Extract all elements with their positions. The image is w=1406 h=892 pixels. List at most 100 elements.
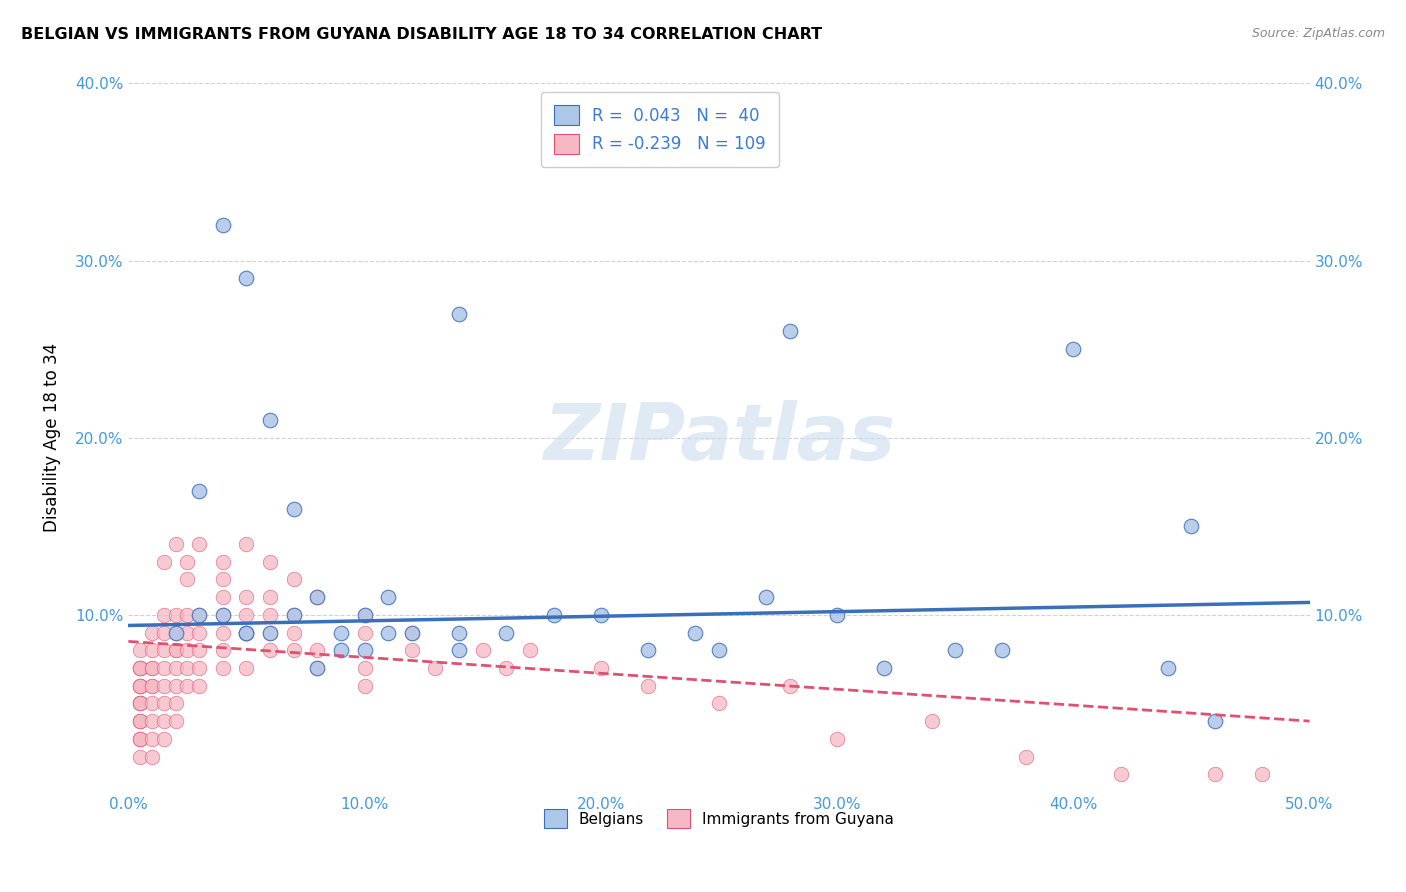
Point xyxy=(353,625,375,640)
Text: BELGIAN VS IMMIGRANTS FROM GUYANA DISABILITY AGE 18 TO 34 CORRELATION CHART: BELGIAN VS IMMIGRANTS FROM GUYANA DISABI… xyxy=(21,27,823,42)
Point xyxy=(141,731,163,746)
Point xyxy=(495,625,517,640)
Point xyxy=(176,625,198,640)
Point xyxy=(141,625,163,640)
Point xyxy=(188,643,211,657)
Point xyxy=(165,643,187,657)
Point xyxy=(141,661,163,675)
Point xyxy=(141,714,163,728)
Point xyxy=(307,661,329,675)
Point xyxy=(259,625,281,640)
Point xyxy=(779,679,801,693)
Point xyxy=(449,307,471,321)
Point xyxy=(921,714,943,728)
Point xyxy=(353,607,375,622)
Point xyxy=(129,697,152,711)
Point xyxy=(129,661,152,675)
Point xyxy=(353,643,375,657)
Point xyxy=(129,714,152,728)
Point xyxy=(129,643,152,657)
Point xyxy=(1109,767,1132,781)
Point xyxy=(235,271,257,285)
Point xyxy=(176,555,198,569)
Point xyxy=(235,625,257,640)
Point xyxy=(188,625,211,640)
Point xyxy=(1180,519,1202,533)
Point xyxy=(283,625,305,640)
Point xyxy=(129,661,152,675)
Point xyxy=(235,661,257,675)
Point xyxy=(235,537,257,551)
Point xyxy=(235,590,257,604)
Point xyxy=(283,607,305,622)
Point xyxy=(153,661,176,675)
Point xyxy=(543,607,565,622)
Point xyxy=(685,625,707,640)
Point xyxy=(165,661,187,675)
Point xyxy=(943,643,966,657)
Point xyxy=(283,607,305,622)
Point xyxy=(176,679,198,693)
Point xyxy=(141,679,163,693)
Point xyxy=(141,749,163,764)
Point xyxy=(755,590,778,604)
Point xyxy=(212,555,235,569)
Point xyxy=(401,625,423,640)
Text: ZIPatlas: ZIPatlas xyxy=(543,400,896,475)
Point xyxy=(129,679,152,693)
Point xyxy=(129,661,152,675)
Point xyxy=(129,679,152,693)
Point xyxy=(401,643,423,657)
Point xyxy=(259,643,281,657)
Point xyxy=(129,697,152,711)
Point xyxy=(212,607,235,622)
Point xyxy=(1251,767,1274,781)
Point xyxy=(259,590,281,604)
Point xyxy=(165,714,187,728)
Point xyxy=(188,607,211,622)
Point xyxy=(353,607,375,622)
Point xyxy=(129,731,152,746)
Point xyxy=(129,661,152,675)
Point xyxy=(825,607,848,622)
Point xyxy=(377,625,399,640)
Point xyxy=(637,679,659,693)
Point xyxy=(176,573,198,587)
Point xyxy=(153,607,176,622)
Point xyxy=(129,749,152,764)
Point xyxy=(141,697,163,711)
Point xyxy=(165,607,187,622)
Point xyxy=(401,625,423,640)
Point xyxy=(176,607,198,622)
Point xyxy=(165,643,187,657)
Point xyxy=(1204,714,1226,728)
Point xyxy=(176,661,198,675)
Point xyxy=(637,643,659,657)
Point xyxy=(153,625,176,640)
Point xyxy=(188,537,211,551)
Point xyxy=(1204,767,1226,781)
Point xyxy=(589,607,612,622)
Point xyxy=(212,643,235,657)
Point xyxy=(353,661,375,675)
Point xyxy=(176,643,198,657)
Point xyxy=(307,590,329,604)
Point xyxy=(495,661,517,675)
Point xyxy=(1062,342,1084,356)
Point xyxy=(141,661,163,675)
Point xyxy=(589,661,612,675)
Point xyxy=(519,643,541,657)
Point xyxy=(129,679,152,693)
Point xyxy=(165,697,187,711)
Point xyxy=(259,555,281,569)
Point xyxy=(353,679,375,693)
Point xyxy=(212,607,235,622)
Point xyxy=(283,573,305,587)
Point xyxy=(165,679,187,693)
Point xyxy=(129,714,152,728)
Point xyxy=(1157,661,1180,675)
Point xyxy=(212,625,235,640)
Point xyxy=(235,625,257,640)
Point xyxy=(259,625,281,640)
Point xyxy=(165,625,187,640)
